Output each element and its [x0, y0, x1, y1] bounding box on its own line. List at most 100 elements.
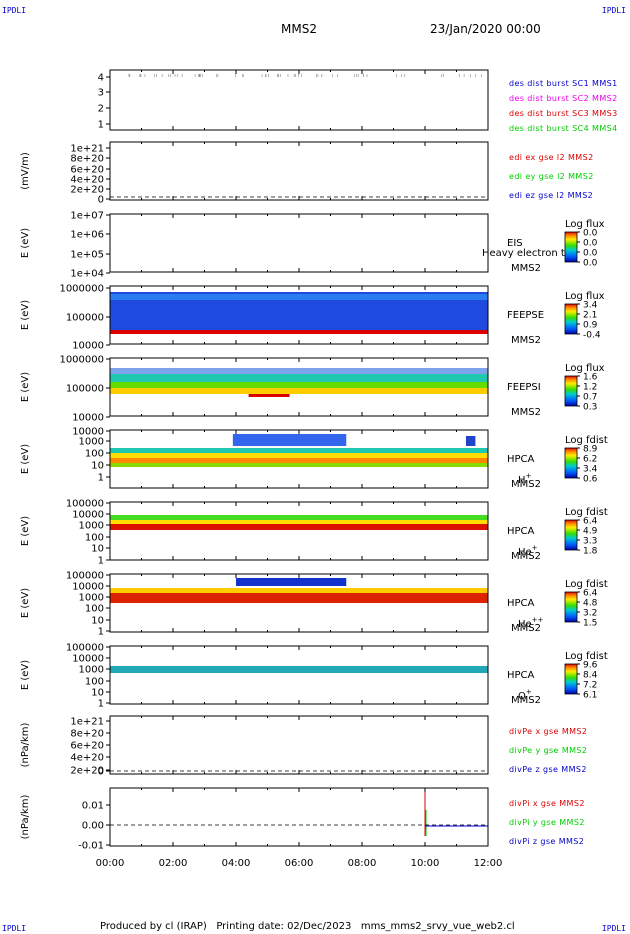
colorbar-tick-label: 6.4: [583, 517, 598, 527]
y-tick-label: 1000000: [59, 355, 104, 366]
y-tick-label: 1e+06: [70, 230, 104, 241]
y-tick-label: 0: [98, 767, 104, 778]
legend-entry: des dist burst SC4 MMS4: [509, 124, 618, 133]
spacecraft-label: MMS2: [511, 551, 541, 562]
feepse-spectrum-band-red: [110, 330, 488, 334]
colorbar-title: Log fdist: [565, 507, 608, 518]
y-tick-label: 100: [85, 449, 104, 460]
footer-text: Produced by cl (IRAP) Printing date: 02/…: [100, 921, 515, 932]
colorbar-tick-label: 1.8: [583, 547, 598, 557]
legend-entry: edi ex gse l2 MMS2: [509, 153, 594, 162]
colorbar-tick-label: 0.7: [583, 393, 597, 403]
feepsi-spectrum-band-green: [110, 382, 488, 388]
colorbar: [564, 519, 578, 551]
instrument-label: FEEPSI: [507, 382, 541, 393]
x-tick-label: 12:00: [474, 858, 503, 869]
y-axis-label: E (eV): [20, 660, 31, 690]
panel-frame: [109, 715, 489, 775]
y-axis-label: E (eV): [20, 588, 31, 618]
spacecraft-label: MMS2: [511, 263, 541, 274]
colorbar-tick-label: 3.4: [583, 465, 598, 475]
legend-entry: edi ey gse l2 MMS2: [509, 172, 594, 181]
y-tick-label: -0.01: [78, 841, 104, 852]
legend-entry: divPe z gse MMS2: [509, 765, 587, 774]
colorbar-title: Log flux: [565, 291, 605, 302]
y-tick-label: 2: [98, 104, 104, 115]
colorbar-tick-label: 4.8: [583, 599, 598, 609]
y-axis-label: E (eV): [20, 444, 31, 474]
y-tick-label: 1: [98, 699, 104, 710]
colorbar-tick-label: 0.0: [583, 259, 598, 269]
colorbar-tick-label: 0.0: [583, 239, 598, 249]
hplus-spectrum-band-orange: [110, 458, 488, 463]
colorbar-tick-label: 8.4: [583, 671, 598, 681]
colorbar-title: Log flux: [565, 363, 605, 374]
instrument-label: HPCA: [507, 454, 535, 465]
colorbar-tick-label: 0.3: [583, 403, 597, 413]
panel-p11: 0.01 0.00 -0.01 (nPa/km) divPi x gse MMS2 div…: [20, 787, 584, 852]
hplus-spectrum-patch-blue: [232, 434, 347, 446]
y-axis-label: E (eV): [20, 516, 31, 546]
y-tick-label: 0.01: [82, 801, 104, 812]
instrument-label: HPCA: [507, 670, 535, 681]
colorbar: [564, 231, 578, 263]
corner-label-bottom-left: IPDLI: [2, 924, 27, 933]
spacecraft-label: MMS2: [511, 623, 541, 634]
y-tick-label: 1e+21: [70, 144, 104, 155]
colorbar-tick-label: 7.2: [583, 681, 597, 691]
y-tick-label: 1: [98, 120, 104, 131]
y-tick-label: 8e+20: [70, 729, 104, 740]
hplus-spectrum-band-green: [110, 463, 488, 467]
colorbar-tick-label: 1.5: [583, 619, 597, 629]
y-tick-label: 6e+20: [70, 741, 104, 752]
spacecraft-label: MMS2: [511, 407, 541, 418]
species-charge: +: [532, 544, 538, 552]
hplus-spectrum-band-yellow: [110, 453, 488, 458]
y-tick-label: 4e+20: [70, 175, 104, 186]
legend-entry: divPe x gse MMS2: [509, 727, 587, 736]
legend-entry: divPe y gse MMS2: [509, 746, 587, 755]
species-charge: +: [526, 688, 532, 696]
colorbar-tick-label: 8.9: [583, 445, 598, 455]
legend-entry: des dist burst SC3 MMS3: [509, 109, 618, 118]
panel-frame: [109, 787, 489, 847]
corner-label-bottom-right: IPDLI: [601, 924, 626, 933]
panel-frame: [109, 213, 489, 273]
feepse-spectrum-band-upper: [110, 294, 488, 300]
y-tick-label: 10000: [72, 413, 104, 424]
x-tick-label: 02:00: [159, 858, 188, 869]
colorbar-tick-label: 1.6: [583, 373, 598, 383]
colorbar-tick-label: 6.1: [583, 691, 597, 701]
colorbar-tick-label: 3.2: [583, 609, 597, 619]
colorbar-title: Log fdist: [565, 651, 608, 662]
spacecraft-title: MMS2: [281, 22, 317, 36]
y-tick-label: 1e+05: [70, 250, 104, 261]
y-tick-label: 1000000: [59, 284, 104, 295]
y-tick-label: 10: [91, 544, 104, 555]
species-charge: +: [526, 472, 532, 480]
colorbar-title: Log fdist: [565, 435, 608, 446]
y-tick-label: 100000: [66, 571, 104, 582]
y-axis-label: (nPa/km): [20, 795, 31, 840]
y-tick-label: 4: [98, 73, 104, 84]
heplus-spectrum-band-red: [110, 524, 488, 530]
overflow-label: Heavy electron to: [482, 248, 571, 259]
legend-entry: des dist burst SC2 MMS2: [509, 94, 618, 103]
hplus-spectrum-patch-right: [465, 436, 476, 446]
legend-entry: divPi z gse MMS2: [509, 837, 584, 846]
y-axis-label: E (eV): [20, 300, 31, 330]
oplus-spectrum-band-teal: [110, 666, 488, 673]
y-tick-label: 10000: [72, 341, 104, 352]
y-axis-label: E (eV): [20, 228, 31, 258]
corner-label-top-left: IPDLI: [2, 6, 27, 15]
colorbar-tick-label: 3.4: [583, 301, 598, 311]
spacecraft-label: MMS2: [511, 479, 541, 490]
colorbar: [564, 663, 578, 695]
colorbar-title: Log fdist: [565, 579, 608, 590]
y-tick-label: 1000: [79, 665, 104, 676]
y-tick-label: 1000: [79, 593, 104, 604]
panel-p5: 1000000 100000 10000 E (eV) FEEPSI MMS2 Log fl…: [20, 355, 605, 424]
